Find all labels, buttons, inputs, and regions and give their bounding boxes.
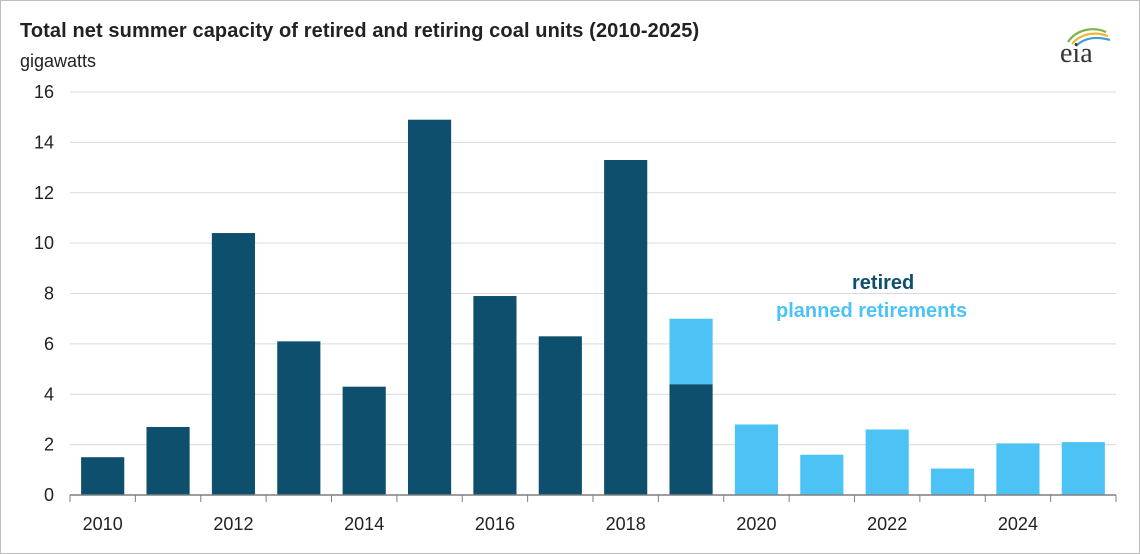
bar-retired-2013	[277, 341, 321, 495]
x-tick-label: 2020	[736, 514, 776, 534]
bar-retired-2014	[342, 386, 386, 495]
bar-planned-retirements-2021	[800, 454, 844, 495]
y-tick-label: 0	[44, 485, 54, 505]
bars	[81, 119, 1105, 496]
y-tick-label: 2	[44, 435, 54, 455]
y-tick-label: 8	[44, 284, 54, 304]
x-tick-label: 2018	[606, 514, 646, 534]
y-tick-label: 4	[44, 384, 54, 404]
y-tick-label: 12	[34, 183, 54, 203]
bar-planned-retirements-2024	[996, 443, 1040, 495]
y-tick-label: 6	[44, 334, 54, 354]
bar-retired-2018	[604, 160, 648, 495]
y-axis-unit-label: gigawatts	[20, 51, 97, 71]
x-tick-label: 2022	[867, 514, 907, 534]
chart-title: Total net summer capacity of retired and…	[20, 20, 700, 42]
x-tick-label: 2012	[213, 514, 253, 534]
bar-planned-retirements-2025	[1061, 442, 1105, 495]
bar-retired-2011	[146, 426, 190, 495]
y-tick-label: 14	[34, 132, 54, 152]
bar-planned-retirements-2022	[865, 429, 909, 495]
bar-retired-2016	[473, 296, 517, 495]
bar-retired-2012	[211, 233, 256, 496]
bar-planned-retirements-2020	[734, 424, 779, 495]
axes: 0 2 4 6 8 10 12 14 16 2010 2012 2014 2016 2018 2020 202…	[34, 82, 1117, 534]
legend-retired: retired	[852, 272, 915, 294]
eia-logo: eia	[1060, 28, 1111, 68]
legend-planned-retirements: planned retirements	[776, 300, 968, 322]
x-tick-label: 2016	[475, 514, 515, 534]
y-tick-label: 10	[34, 233, 54, 253]
bar-retired-2015	[407, 119, 452, 496]
bar-retired-2017	[538, 336, 582, 495]
x-tick-label: 2010	[83, 514, 123, 534]
logo-text: eia	[1060, 38, 1093, 68]
y-tick-label: 16	[34, 82, 54, 102]
bar-planned-retirements-2019	[669, 318, 713, 385]
x-tick-label: 2014	[344, 514, 384, 534]
bar-retired-2010	[81, 457, 125, 495]
bar-planned-retirements-2023	[930, 468, 975, 495]
bar-retired-2019	[669, 384, 713, 495]
x-tick-label: 2024	[998, 514, 1038, 534]
